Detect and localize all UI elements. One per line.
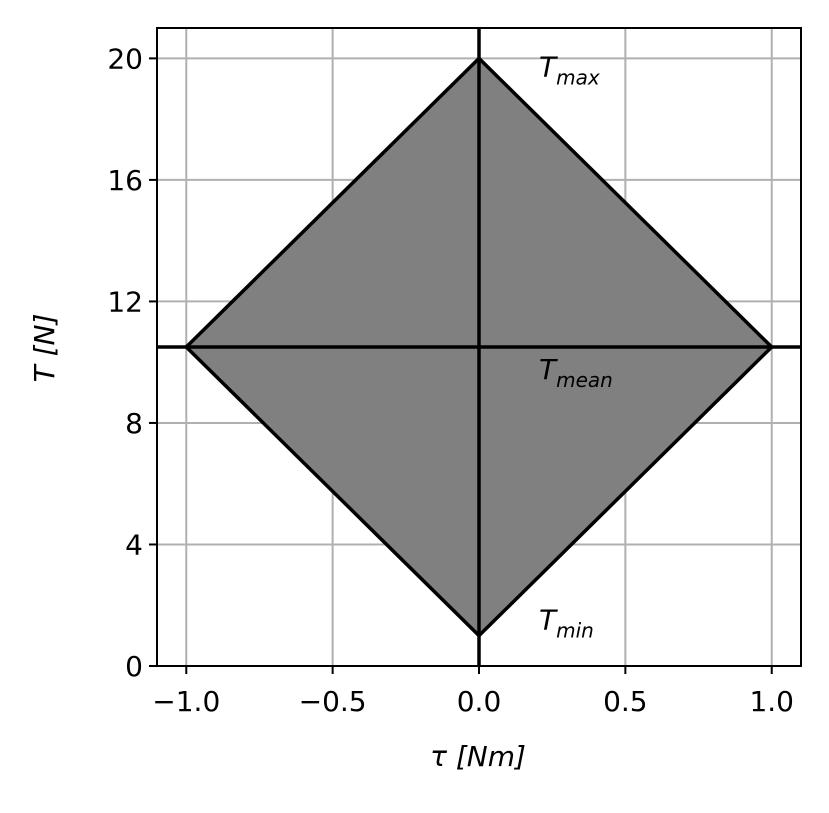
annotation: Tmean <box>539 353 613 392</box>
annotation: Tmax <box>539 50 600 89</box>
y-tick-label: 8 <box>125 407 143 440</box>
x-axis-label: τ [Nm] <box>430 740 526 773</box>
x-tick-label: −0.5 <box>299 685 367 718</box>
x-tick-label: −1.0 <box>152 685 220 718</box>
annotation-text: T <box>539 50 558 83</box>
y-tick-label: 0 <box>125 650 143 683</box>
annotation: Tmin <box>539 604 594 643</box>
y-axis-label: T [N] <box>28 314 61 383</box>
y-tick-label: 20 <box>107 42 143 75</box>
y-tick-label: 12 <box>107 285 143 318</box>
x-tick-label: 1.0 <box>749 685 794 718</box>
annotation-subscript: min <box>556 619 594 643</box>
annotation-subscript: mean <box>556 368 613 392</box>
y-tick-label: 16 <box>107 164 143 197</box>
x-tick-label: 0.0 <box>457 685 502 718</box>
annotation-subscript: max <box>556 65 600 89</box>
annotation-text: T <box>539 353 558 386</box>
annotation-text: T <box>539 604 558 637</box>
y-tick-label: 4 <box>125 528 143 561</box>
x-tick-label: 0.5 <box>603 685 648 718</box>
